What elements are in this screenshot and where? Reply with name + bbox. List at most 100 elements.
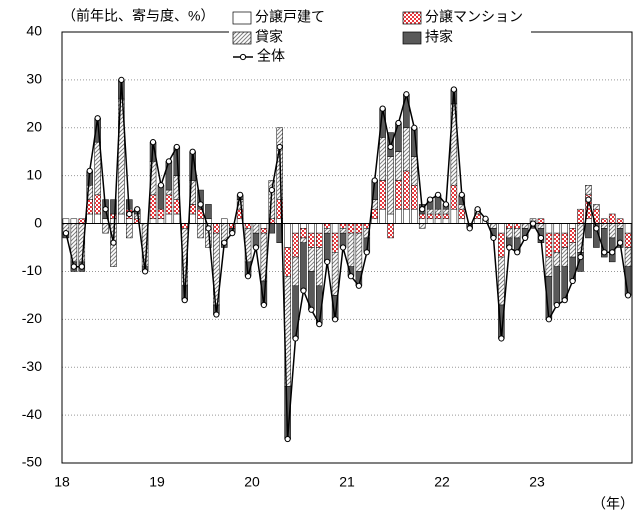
legend-swatch: [402, 31, 422, 45]
total-marker: [379, 105, 386, 112]
bar-segment: [458, 218, 466, 224]
bar-segment: [126, 218, 133, 224]
bar-segment: [149, 194, 157, 220]
bar-segment: [62, 218, 70, 224]
total-marker: [276, 143, 283, 151]
bar-segment: [94, 194, 101, 215]
bar-segment: [601, 223, 608, 229]
bar-segment: [418, 223, 426, 229]
total-marker: [450, 86, 457, 93]
bar-segment: [561, 232, 568, 248]
total-marker: [324, 258, 331, 265]
total-marker: [458, 191, 465, 198]
bar-segment: [624, 247, 632, 267]
total-marker: [62, 230, 70, 237]
total-marker: [427, 196, 434, 203]
total-marker: [221, 239, 228, 246]
bar-segment: [205, 204, 212, 220]
bar-segment: [221, 218, 228, 224]
bar-segment: [339, 223, 347, 229]
total-line: [65, 79, 629, 440]
total-marker: [506, 244, 513, 251]
bar-segment: [403, 208, 410, 224]
total-marker: [229, 230, 236, 237]
total-marker: [244, 273, 252, 280]
bar-segment: [284, 247, 291, 277]
legend-box: [229, 6, 531, 66]
total-marker: [514, 249, 521, 256]
total-marker: [601, 249, 608, 256]
total-marker: [609, 249, 616, 256]
x-tick-label: 21: [339, 474, 355, 490]
bar-segment: [292, 285, 299, 339]
bar-segment: [197, 223, 204, 239]
total-marker: [118, 76, 125, 83]
bar-segment: [418, 218, 426, 224]
total-marker: [316, 321, 323, 328]
bar-segment: [411, 184, 418, 210]
total-marker: [94, 115, 101, 122]
bar-segment: [300, 228, 307, 239]
y-tick-label: 40: [26, 23, 42, 39]
total-marker: [395, 119, 402, 127]
total-marker: [419, 206, 426, 213]
total-marker: [308, 306, 315, 313]
bar-segment: [102, 223, 109, 234]
bar-segment: [426, 213, 434, 220]
bar-segment: [213, 223, 220, 234]
bar-segment: [292, 256, 299, 287]
bar-segment: [347, 223, 355, 234]
bar-segment: [300, 237, 307, 243]
bar-segment: [157, 184, 165, 210]
bar-segment: [110, 218, 117, 224]
bar-segment: [608, 213, 616, 224]
bar-segment: [585, 223, 592, 239]
total-marker: [142, 268, 149, 275]
total-marker: [545, 316, 552, 323]
total-marker: [522, 234, 529, 242]
total-marker: [553, 301, 560, 309]
bar-segment: [331, 232, 339, 253]
x-unit-label: （年）: [592, 496, 634, 512]
bar-segment: [450, 184, 458, 210]
legend-label: 分譲戸建て: [255, 9, 325, 25]
legend-swatch: [232, 31, 252, 45]
bar-segment: [387, 213, 394, 224]
bar-segment: [260, 228, 268, 234]
legend-swatch: [232, 11, 252, 25]
total-marker: [355, 282, 362, 289]
bar-segment: [323, 232, 331, 263]
total-marker: [466, 225, 473, 232]
total-marker: [577, 253, 584, 261]
bar-segment: [498, 256, 505, 306]
bar-segment: [94, 213, 101, 224]
total-marker: [434, 191, 442, 198]
total-marker: [482, 215, 489, 222]
total-marker: [173, 143, 180, 151]
bar-segment: [252, 223, 260, 234]
total-marker: [387, 143, 394, 151]
total-marker: [70, 263, 77, 270]
total-marker: [197, 201, 204, 208]
x-tick-label: 18: [54, 474, 70, 490]
bar-segment: [585, 184, 592, 196]
total-marker: [529, 220, 537, 227]
bar-segment: [197, 189, 204, 210]
bar-segment: [292, 223, 299, 234]
y-tick-label: -50: [22, 454, 42, 470]
bar-segment: [118, 213, 125, 224]
bar-segment: [411, 208, 418, 224]
x-tick-label: 19: [149, 474, 165, 490]
bar-segment: [537, 218, 545, 224]
bar-segment: [165, 189, 173, 196]
bar-segment: [498, 223, 505, 234]
bar-segment: [316, 232, 323, 248]
total-marker: [86, 167, 93, 174]
x-tick-label: 23: [529, 474, 545, 490]
bar-segment: [569, 228, 576, 243]
bar-segment: [355, 223, 363, 234]
bar-segment: [506, 223, 513, 229]
bar-segment: [411, 156, 418, 186]
bar-segment: [308, 247, 315, 272]
bar-segment: [70, 218, 78, 224]
